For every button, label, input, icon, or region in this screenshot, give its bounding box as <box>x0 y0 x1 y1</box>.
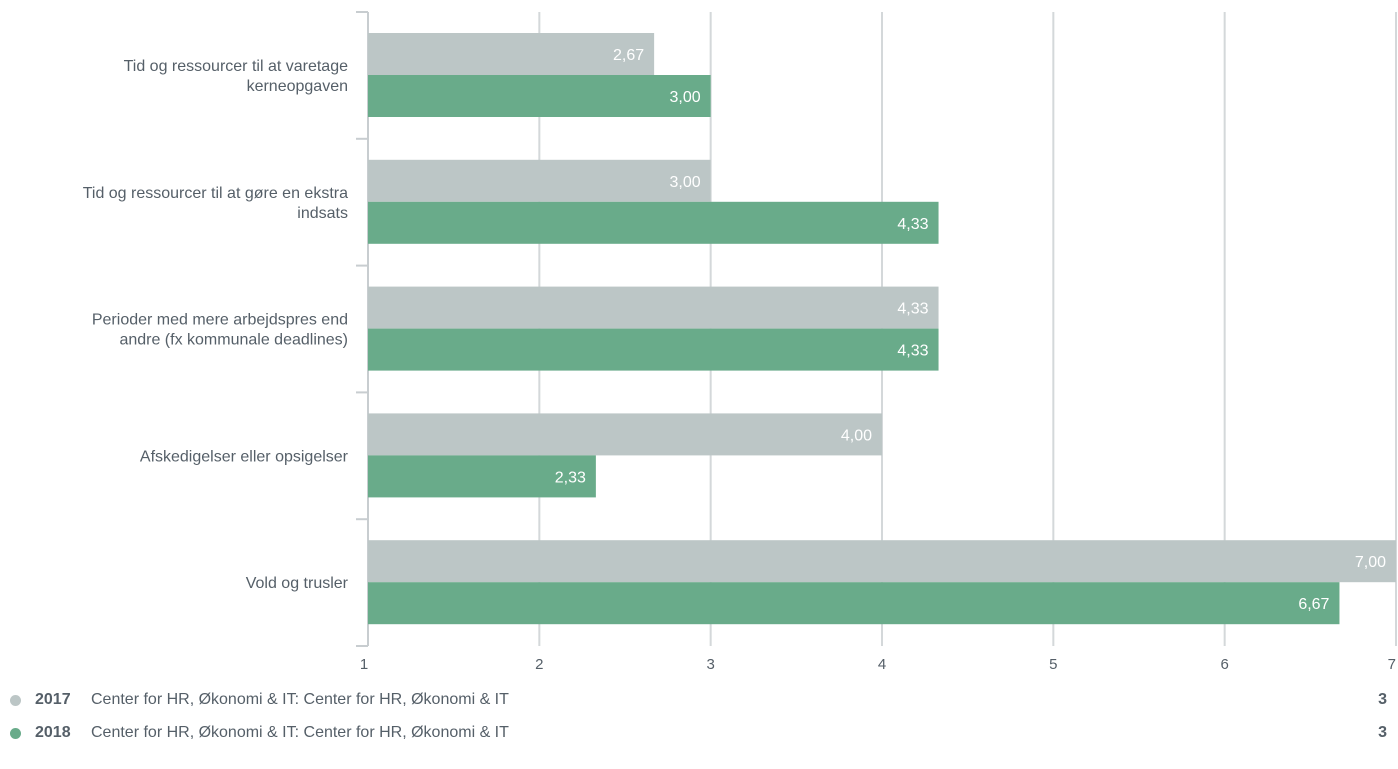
legend-series-name: Center for HR, Økonomi & IT: Center for … <box>91 724 509 741</box>
x-tick-label: 2 <box>535 656 543 673</box>
x-tick-label: 5 <box>1049 656 1057 673</box>
bar-2018-3 <box>368 455 596 498</box>
chart-area: 2,67 3,00 Tid og ressourcer til at varetag… <box>83 11 1397 673</box>
bar-2017-2 <box>368 286 939 329</box>
legend-year: 2017 <box>35 691 71 708</box>
x-tick-label: 3 <box>706 656 714 673</box>
data-label: 2,33 <box>555 469 586 486</box>
bar-2018-1 <box>368 201 939 244</box>
category-label: kerneopgaven <box>247 78 348 95</box>
bar-2017-4 <box>368 540 1396 583</box>
legend-count: 3 <box>1378 724 1387 741</box>
bar-2017-3 <box>368 413 882 456</box>
data-label: 2,67 <box>613 47 644 64</box>
data-label: 7,00 <box>1355 554 1386 571</box>
bar-2017-1 <box>368 159 711 202</box>
data-label: 4,33 <box>897 216 928 233</box>
legend-series-name: Center for HR, Økonomi & IT: Center for … <box>91 691 509 708</box>
category-label: Vold og trusler <box>246 575 349 592</box>
category-label: Tid og ressourcer til at gøre en ekstra <box>83 185 348 202</box>
x-tick-label: 1 <box>360 656 368 673</box>
bar-chart: 2,67 3,00 Tid og ressourcer til at varetag… <box>83 11 1397 673</box>
data-label: 6,67 <box>1298 596 1329 613</box>
bar-2018-0 <box>368 75 711 117</box>
legend-dot-2017 <box>10 694 21 706</box>
bar-2018-4 <box>368 582 1340 625</box>
x-tick-label: 6 <box>1220 656 1228 673</box>
legend-count: 3 <box>1378 691 1387 708</box>
category-label: Afskedigelser eller opsigelser <box>140 448 349 465</box>
bar-2018-2 <box>368 328 939 371</box>
legend-item-2018[interactable]: 2018 Center for HR, Økonomi & IT: Center… <box>0 721 1398 745</box>
legend: 2017 Center for HR, Økonomi & IT: Center… <box>0 680 1398 769</box>
category-label: Perioder med mere arbejdspres end <box>92 312 348 329</box>
x-tick-label: 4 <box>878 656 886 673</box>
data-label: 3,00 <box>670 89 701 106</box>
bar-2017-0 <box>368 33 655 75</box>
data-label: 4,00 <box>841 427 872 444</box>
category-label: Tid og ressourcer til at varetage <box>124 58 349 75</box>
legend-item-2017[interactable]: 2017 Center for HR, Økonomi & IT: Center… <box>0 688 1398 712</box>
category-label: andre (fx kommunale deadlines) <box>119 332 348 349</box>
category-label: indsats <box>297 205 348 222</box>
data-label: 4,33 <box>897 343 928 360</box>
legend-year: 2018 <box>35 724 71 741</box>
data-label: 3,00 <box>670 174 701 191</box>
legend-dot-2018 <box>10 727 21 739</box>
data-label: 4,33 <box>897 301 928 318</box>
x-tick-label: 7 <box>1388 656 1396 673</box>
